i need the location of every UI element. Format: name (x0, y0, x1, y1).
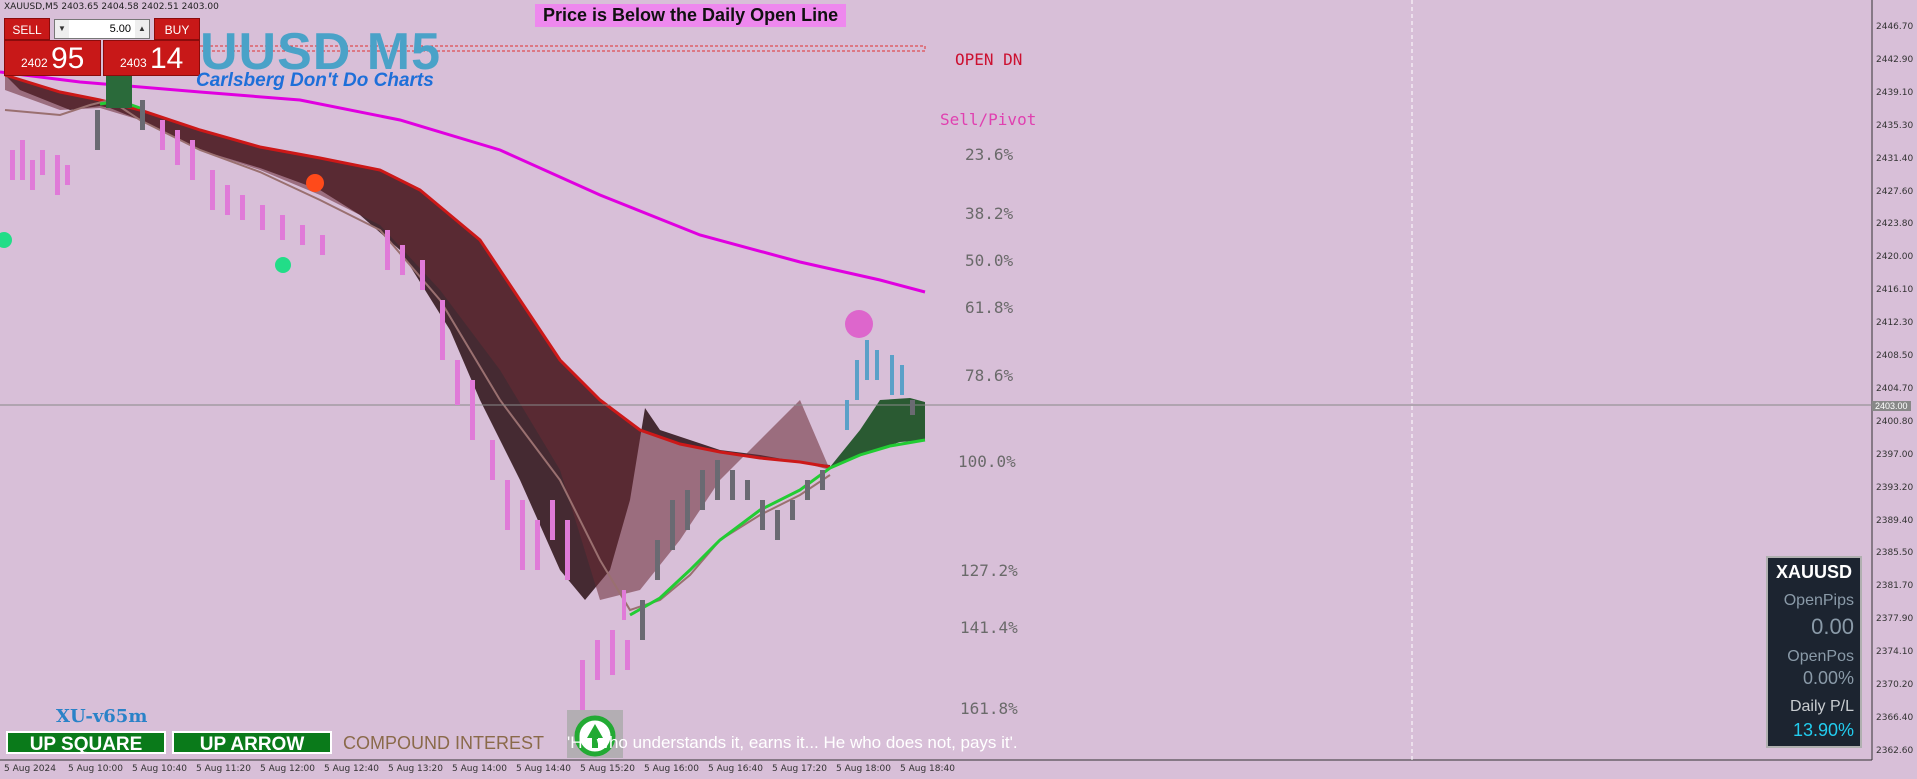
buy-signal-dot (275, 257, 291, 273)
symbol-info: XAUUSD,M5 2403.65 2404.58 2402.51 2403.0… (4, 2, 219, 12)
fib-level: 127.2% (960, 561, 1018, 580)
fib-level: 50.0% (965, 251, 1014, 270)
band-mid-line (4, 98, 831, 612)
quote-text: 'He who understands it, earns it... He w… (567, 733, 1018, 752)
ema-line (0, 70, 926, 294)
time-tick: 5 Aug 16:40 (708, 764, 763, 774)
fib-level: 38.2% (965, 204, 1014, 223)
current-price-tag: 2403.00 (1872, 401, 1911, 411)
price-tick: 2362.60 (1876, 745, 1914, 756)
price-tick: 2442.90 (1876, 54, 1914, 65)
price-tick: 2374.10 (1876, 647, 1914, 658)
fib-level: 78.6% (965, 366, 1014, 385)
time-tick: 5 Aug 13:20 (388, 764, 443, 774)
up-square-button[interactable]: UP SQUARE (6, 731, 166, 755)
price-tick: 2397.00 (1876, 449, 1914, 460)
candles (10, 120, 630, 710)
lot-value[interactable]: 5.00 (109, 23, 131, 35)
price-tick: 2385.50 (1876, 548, 1914, 559)
price-tick: 2420.00 (1876, 252, 1914, 263)
one-click-panel: SELL ▼ 5.00 ▲ BUY 2402 95 2403 14 (4, 18, 200, 76)
time-tick: 5 Aug 16:00 (644, 764, 699, 774)
sell-pivot-label: Sell/Pivot (940, 110, 1037, 129)
price-tick: 2439.10 (1876, 87, 1914, 98)
fib-level: 23.6% (965, 145, 1014, 164)
price-tick: 2404.70 (1876, 383, 1914, 394)
buy-signal-dot-left (0, 232, 12, 248)
open-pos-value: 0.00% (1802, 668, 1854, 688)
price-tick: 2408.50 (1876, 351, 1914, 361)
time-tick: 5 Aug 18:00 (836, 764, 891, 774)
sell-price-prefix: 2402 (21, 56, 48, 70)
fib-level: 161.8% (960, 699, 1018, 718)
chart-title: UUSD M5 (200, 23, 442, 81)
chevron-up-icon[interactable]: ▲ (135, 20, 149, 38)
fib-level: 61.8% (965, 298, 1014, 317)
buy-button[interactable]: BUY (154, 18, 200, 40)
signal-block (106, 76, 132, 108)
sell-price-button[interactable]: 2402 95 (4, 40, 101, 76)
daily-pl-label: Daily P/L (1789, 698, 1854, 715)
price-tick: 2393.20 (1876, 482, 1914, 493)
time-tick: 5 Aug 17:20 (772, 764, 827, 774)
buy-price-pips: 14 (150, 42, 184, 75)
time-tick: 5 Aug 15:20 (580, 764, 635, 774)
bear-band-lower (5, 75, 830, 600)
time-tick: 5 Aug 10:00 (68, 764, 123, 774)
price-tick: 2381.70 (1876, 581, 1914, 592)
price-banner: Price is Below the Daily Open Line (535, 4, 847, 27)
open-pips-value: 0.00 (1811, 614, 1854, 639)
price-tick: 2389.40 (1876, 515, 1914, 526)
chart-subtitle: Carlsberg Don't Do Charts (196, 70, 434, 91)
price-tick: 2423.80 (1876, 219, 1914, 230)
panel-symbol: XAUUSD (1775, 562, 1852, 582)
account-info-panel: XAUUSD OpenPips 0.00 OpenPos 0.00% Daily… (1766, 556, 1862, 748)
price-tick: 2435.30 (1876, 120, 1914, 131)
compound-interest-label: COMPOUND INTEREST (343, 733, 545, 753)
bull-band (830, 398, 925, 467)
open-pips-label: OpenPips (1783, 592, 1854, 609)
lot-size-field[interactable]: ▼ 5.00 ▲ (54, 19, 150, 39)
price-tick: 2370.20 (1876, 680, 1914, 690)
daily-pl-value: 13.90% (1792, 720, 1854, 740)
pivot-dot (845, 310, 873, 338)
time-tick: 5 Aug 18:40 (900, 764, 955, 774)
time-tick: 5 Aug 14:00 (452, 764, 507, 774)
up-arrow-button[interactable]: UP ARROW (172, 731, 332, 755)
time-tick: 5 Aug 11:20 (196, 764, 251, 774)
time-tick: 5 Aug 10:40 (132, 764, 187, 774)
buy-price-button[interactable]: 2403 14 (103, 40, 200, 76)
time-tick: 5 Aug 2024 (4, 764, 56, 774)
time-tick: 5 Aug 12:00 (260, 764, 315, 774)
open-pos-label: OpenPos (1787, 648, 1854, 665)
price-tick: 2377.90 (1876, 614, 1914, 625)
sell-price-pips: 95 (51, 42, 85, 75)
time-tick: 5 Aug 12:40 (324, 764, 379, 774)
buy-price-prefix: 2403 (120, 56, 147, 70)
chevron-down-icon[interactable]: ▼ (55, 20, 69, 38)
gray-candles (95, 100, 915, 640)
open-dn-label: OPEN DN (955, 50, 1023, 69)
price-tick: 2412.30 (1876, 318, 1914, 329)
blue-candles (845, 340, 904, 430)
version-label: XU-v65m (56, 706, 148, 727)
price-tick: 2446.70 (1876, 22, 1914, 32)
bear-band (5, 75, 830, 600)
sell-signal-dot (306, 174, 324, 192)
sell-button[interactable]: SELL (4, 18, 50, 40)
price-tick: 2431.40 (1876, 153, 1914, 164)
price-tick: 2366.40 (1876, 712, 1914, 723)
fib-level: 141.4% (960, 618, 1018, 637)
price-tick: 2427.60 (1876, 186, 1914, 197)
price-tick: 2416.10 (1876, 285, 1914, 296)
time-tick: 5 Aug 14:40 (516, 764, 571, 774)
price-tick: 2400.80 (1876, 416, 1914, 427)
fib-level: 100.0% (958, 452, 1016, 471)
